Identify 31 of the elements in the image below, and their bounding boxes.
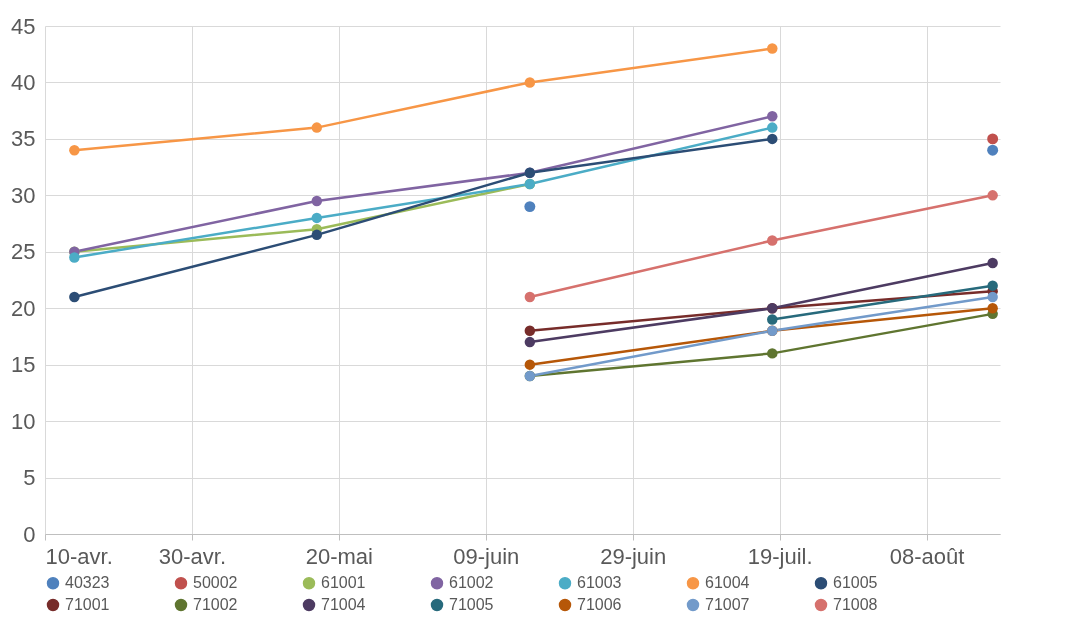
y-tick-label: 20 [11, 295, 36, 321]
legend-label: 71002 [193, 596, 238, 613]
x-tick-label: 09-juin [453, 543, 520, 569]
x-tick-label: 20-mai [305, 543, 373, 569]
legend-label: 61003 [577, 574, 622, 592]
legend-label: 71004 [321, 596, 366, 613]
y-tick-label: 35 [11, 126, 36, 152]
y-tick-label: 40 [11, 69, 36, 95]
y-tick-label: 45 [11, 13, 36, 39]
x-tick-label: 10-avr. [45, 543, 113, 569]
legend-label: 61004 [705, 574, 750, 592]
y-tick-label: 25 [11, 239, 36, 265]
x-tick-label: 30-avr. [158, 543, 227, 569]
legend-label: 61005 [833, 574, 878, 592]
y-tick-label: 5 [23, 465, 36, 491]
legend-label: 71005 [449, 596, 494, 613]
x-tick-label: 19-juil. [747, 543, 813, 569]
legend-label: 71007 [705, 596, 750, 613]
y-tick-label: 10 [11, 408, 36, 434]
x-tick-label: 08-août [889, 543, 965, 569]
y-tick-label: 15 [11, 352, 36, 378]
legend-label: 40323 [65, 574, 110, 592]
legend-label: 71001 [65, 596, 110, 613]
x-tick-label: 29-juin [600, 543, 667, 569]
legend-label: 61002 [449, 574, 494, 592]
legend-label: 71008 [833, 596, 878, 613]
y-tick-label: 0 [23, 521, 36, 547]
legend-label: 61001 [321, 574, 366, 592]
y-tick-label: 30 [11, 182, 36, 208]
legend-label: 71006 [577, 596, 622, 613]
legend-label: 50002 [193, 574, 238, 592]
